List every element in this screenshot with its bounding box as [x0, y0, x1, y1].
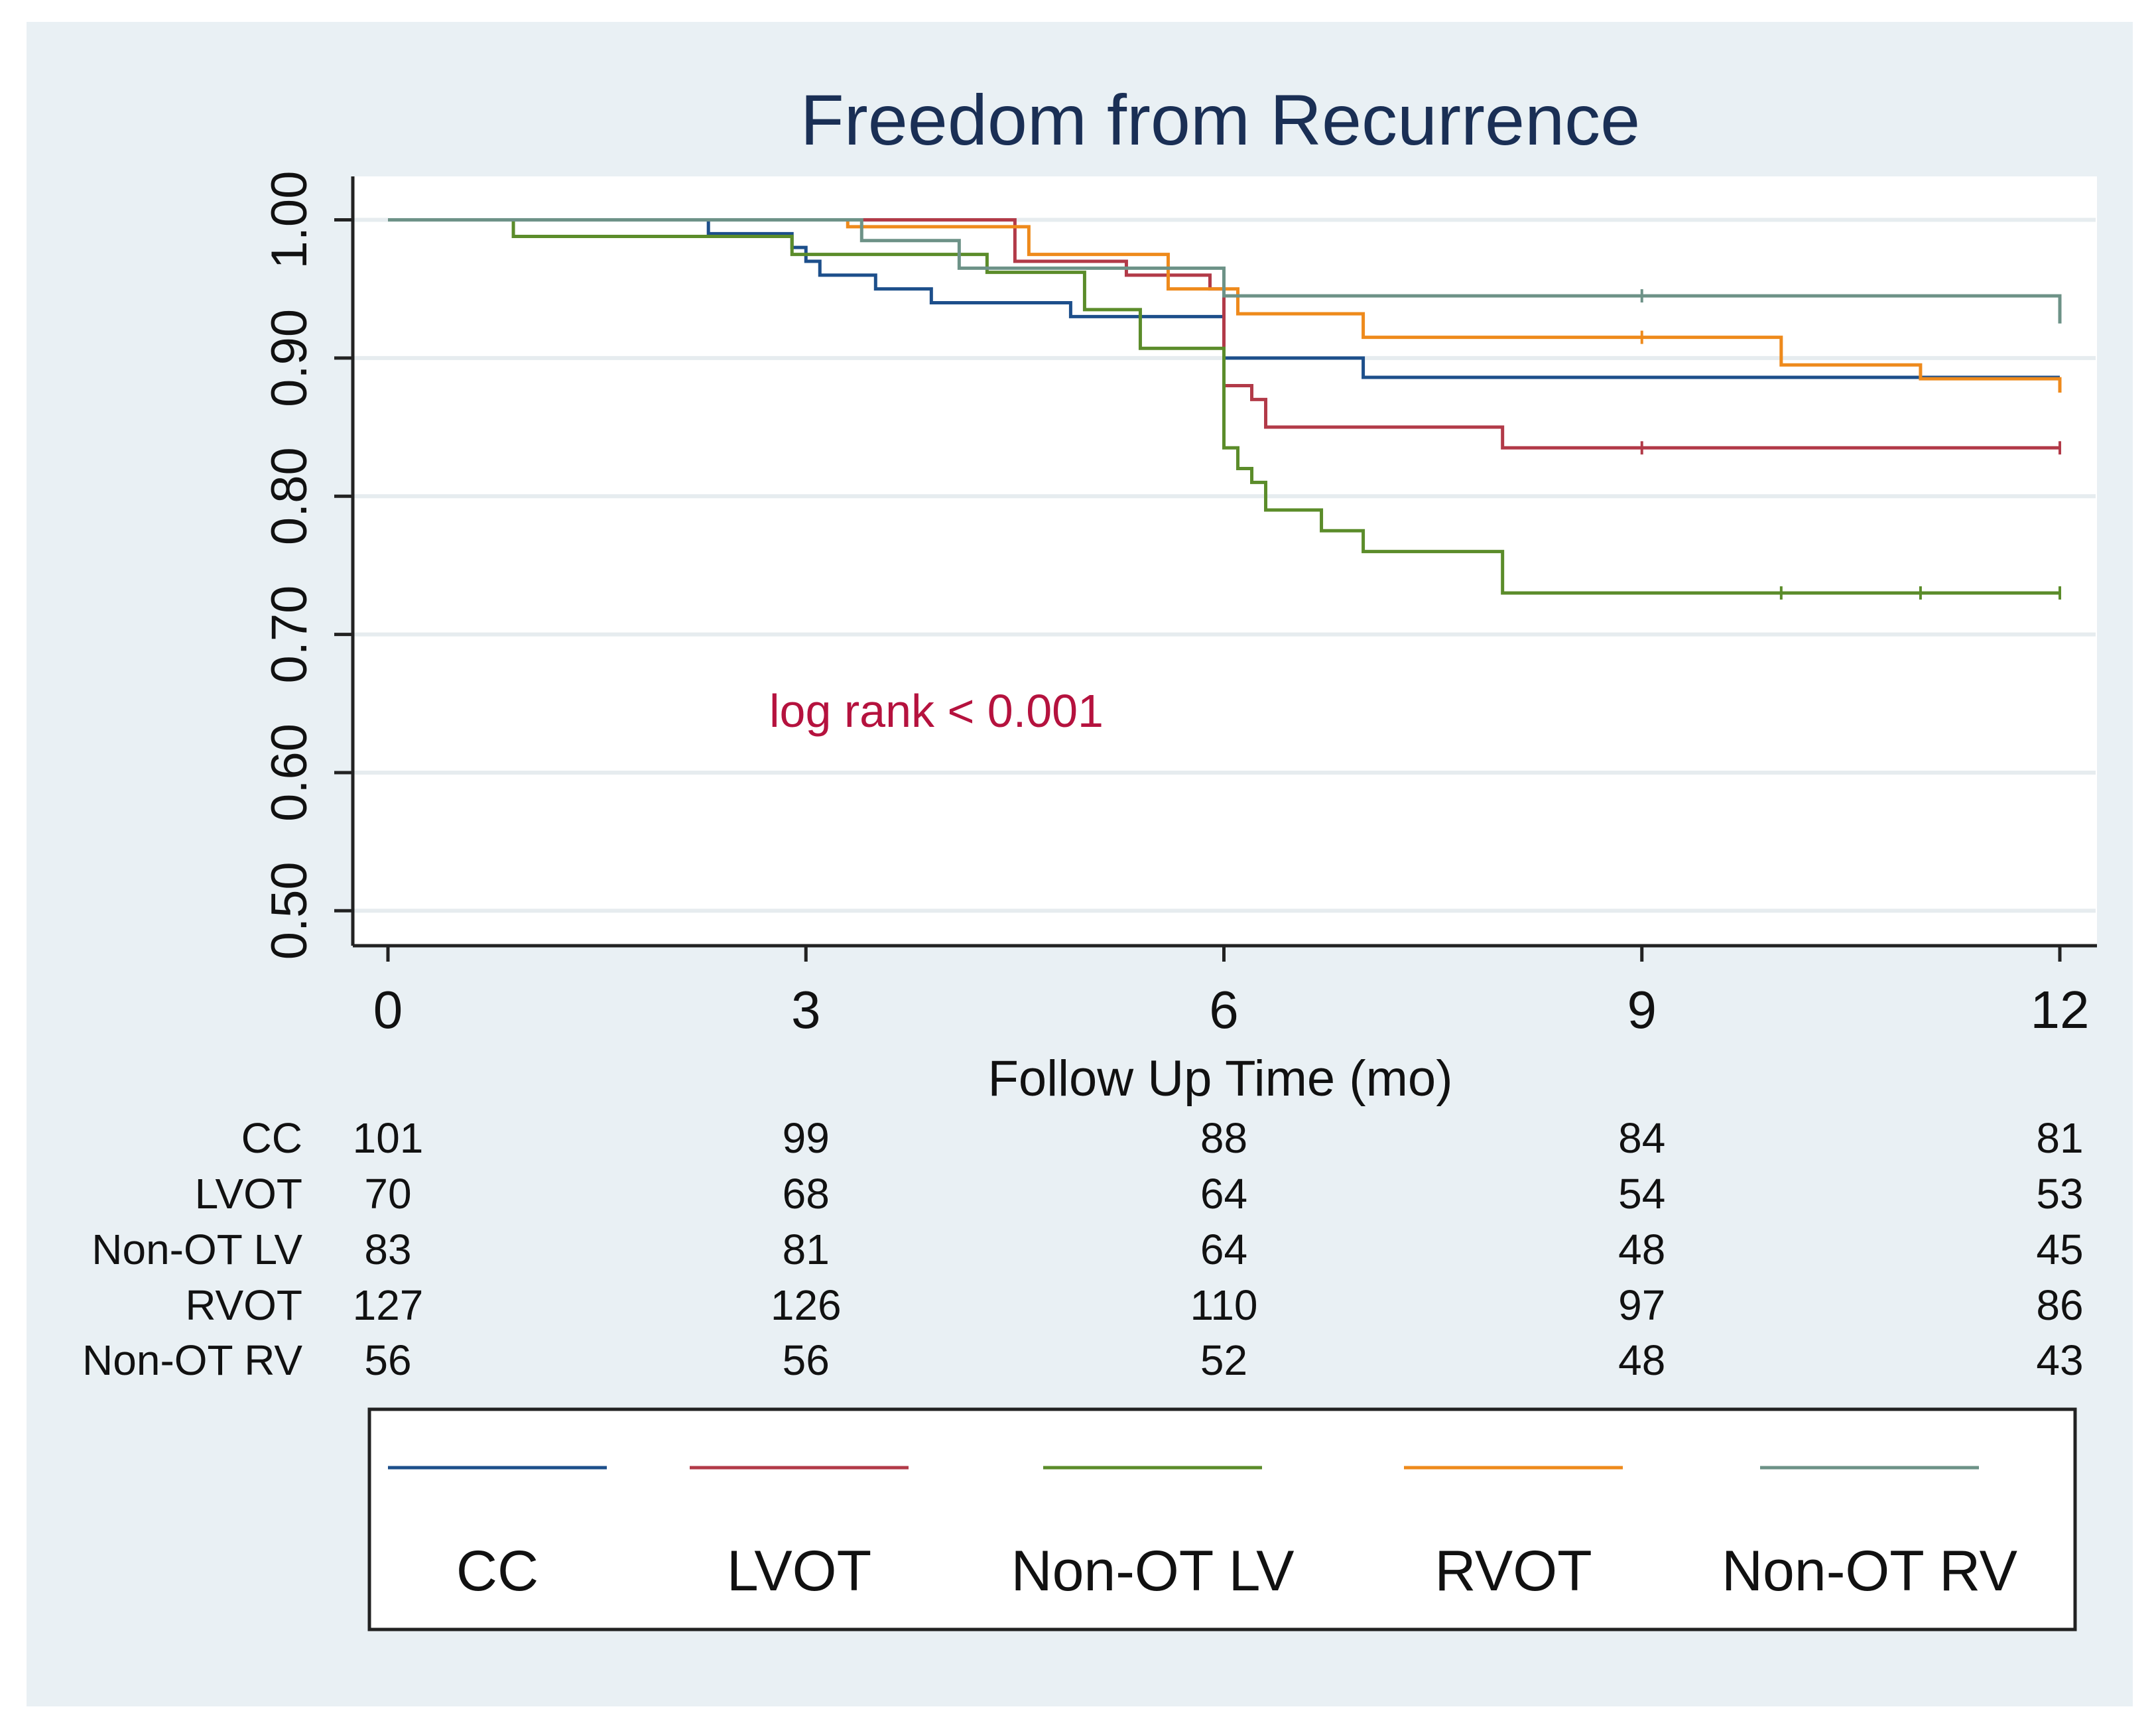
risk-count: 70: [364, 1170, 411, 1218]
legend-label: Non-OT RV: [1722, 1539, 2017, 1603]
km-curve-non-ot-lv: [388, 218, 2060, 595]
risk-count: 101: [353, 1114, 424, 1162]
x-axis-label: Follow Up Time (mo): [988, 1050, 1453, 1107]
km-curve-non-ot-rv: [388, 218, 2062, 324]
y-tick-label: 1.00: [261, 171, 318, 269]
y-tick-label: 0.50: [261, 861, 318, 960]
risk-count: 81: [783, 1226, 830, 1273]
risk-count: 99: [783, 1114, 830, 1162]
x-tick-label: 9: [1627, 980, 1657, 1039]
x-tick-label: 12: [2031, 980, 2090, 1039]
risk-count: 48: [1618, 1336, 1665, 1384]
risk-count: 97: [1618, 1281, 1665, 1329]
risk-count: 110: [1190, 1281, 1257, 1329]
risk-count: 81: [2036, 1114, 2083, 1162]
legend-label: LVOT: [727, 1539, 871, 1603]
risk-count: 127: [353, 1281, 424, 1329]
log-rank-annotation: log rank < 0.001: [769, 685, 1104, 737]
y-tick-label: 0.70: [261, 586, 318, 684]
risk-count: 84: [1618, 1114, 1665, 1162]
legend-label: RVOT: [1434, 1539, 1592, 1603]
risk-row-label: Non-OT RV: [82, 1336, 302, 1384]
x-tick-label: 6: [1209, 980, 1239, 1039]
risk-row-label: LVOT: [195, 1170, 302, 1218]
risk-count: 53: [2036, 1170, 2083, 1218]
risk-count: 83: [364, 1226, 411, 1273]
survival-curves: [388, 218, 2062, 600]
risk-count: 64: [1200, 1170, 1247, 1218]
risk-count: 45: [2036, 1226, 2083, 1273]
risk-count: 126: [771, 1281, 842, 1329]
y-axis-ticks: 0.50 0.60 0.70 0.80 0.90 1.00: [261, 171, 353, 960]
y-tick-label: 0.60: [261, 724, 318, 822]
risk-count: 54: [1618, 1170, 1665, 1218]
number-at-risk-table: CC 101 99 88 84 81 LVOT 70 68 64 54 53 Non-OT LV 83 81…: [82, 1114, 2084, 1384]
x-tick-label: 0: [373, 980, 403, 1039]
risk-count: 64: [1200, 1226, 1247, 1273]
risk-count: 48: [1618, 1226, 1665, 1273]
risk-count: 56: [364, 1336, 411, 1384]
km-curve-rvot: [388, 218, 2062, 393]
risk-count: 43: [2036, 1336, 2083, 1384]
risk-row-label: CC: [241, 1114, 302, 1162]
legend: CC LVOT Non-OT LV RVOT Non-OT RV: [388, 1466, 2017, 1603]
x-axis-ticks: 0 3 6 9 12: [373, 946, 2090, 1039]
risk-count: 52: [1200, 1336, 1247, 1384]
legend-label: CC: [456, 1539, 539, 1603]
risk-count: 88: [1200, 1114, 1247, 1162]
y-tick-label: 0.90: [261, 309, 318, 407]
risk-count: 56: [783, 1336, 830, 1384]
risk-count: 68: [783, 1170, 830, 1218]
risk-row-label: RVOT: [185, 1281, 302, 1329]
legend-label: Non-OT LV: [1011, 1539, 1295, 1603]
x-tick-label: 3: [791, 980, 821, 1039]
chart-title: Freedom from Recurrence: [800, 80, 1640, 160]
risk-count: 86: [2036, 1281, 2083, 1329]
y-tick-label: 0.80: [261, 447, 318, 545]
legend-box: [367, 1407, 2077, 1631]
risk-row-label: Non-OT LV: [92, 1226, 302, 1273]
